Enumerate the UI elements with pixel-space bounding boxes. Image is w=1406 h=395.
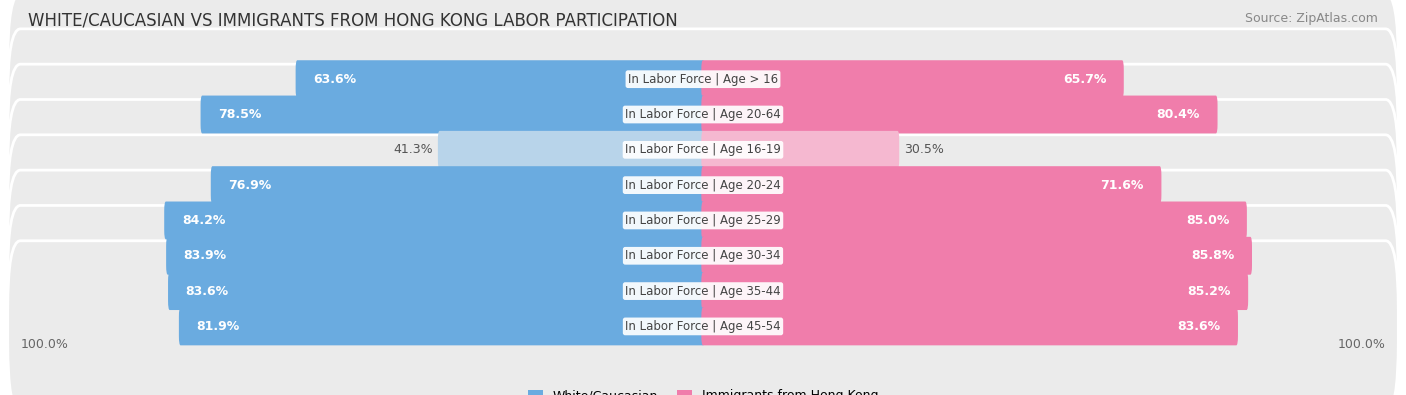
Text: 30.5%: 30.5% <box>904 143 943 156</box>
FancyBboxPatch shape <box>7 0 1399 165</box>
FancyBboxPatch shape <box>7 100 1399 271</box>
Text: In Labor Force | Age 16-19: In Labor Force | Age 16-19 <box>626 143 780 156</box>
FancyBboxPatch shape <box>165 201 704 239</box>
FancyBboxPatch shape <box>295 60 704 98</box>
Text: 63.6%: 63.6% <box>314 73 356 86</box>
Text: 83.9%: 83.9% <box>184 249 226 262</box>
Text: 76.9%: 76.9% <box>228 179 271 192</box>
Text: 78.5%: 78.5% <box>218 108 262 121</box>
Text: In Labor Force | Age 20-24: In Labor Force | Age 20-24 <box>626 179 780 192</box>
FancyBboxPatch shape <box>7 205 1399 377</box>
Text: 80.4%: 80.4% <box>1157 108 1199 121</box>
FancyBboxPatch shape <box>702 96 1218 134</box>
Text: 83.6%: 83.6% <box>1177 320 1220 333</box>
FancyBboxPatch shape <box>702 201 1247 239</box>
Text: 81.9%: 81.9% <box>197 320 240 333</box>
FancyBboxPatch shape <box>702 272 1249 310</box>
Text: In Labor Force | Age 30-34: In Labor Force | Age 30-34 <box>626 249 780 262</box>
FancyBboxPatch shape <box>702 166 1161 204</box>
Text: 85.2%: 85.2% <box>1187 284 1230 297</box>
FancyBboxPatch shape <box>7 170 1399 341</box>
Text: In Labor Force | Age 35-44: In Labor Force | Age 35-44 <box>626 284 780 297</box>
Text: 85.8%: 85.8% <box>1191 249 1234 262</box>
FancyBboxPatch shape <box>7 64 1399 235</box>
FancyBboxPatch shape <box>7 29 1399 200</box>
Text: In Labor Force | Age 25-29: In Labor Force | Age 25-29 <box>626 214 780 227</box>
Text: 41.3%: 41.3% <box>394 143 433 156</box>
FancyBboxPatch shape <box>702 307 1237 345</box>
Text: In Labor Force | Age > 16: In Labor Force | Age > 16 <box>628 73 778 86</box>
FancyBboxPatch shape <box>702 60 1123 98</box>
Text: In Labor Force | Age 20-64: In Labor Force | Age 20-64 <box>626 108 780 121</box>
Text: 71.6%: 71.6% <box>1101 179 1144 192</box>
Text: 100.0%: 100.0% <box>1337 338 1385 351</box>
FancyBboxPatch shape <box>166 237 704 275</box>
FancyBboxPatch shape <box>7 135 1399 306</box>
Text: 100.0%: 100.0% <box>21 338 69 351</box>
Text: In Labor Force | Age 45-54: In Labor Force | Age 45-54 <box>626 320 780 333</box>
Text: 83.6%: 83.6% <box>186 284 229 297</box>
FancyBboxPatch shape <box>7 241 1399 395</box>
FancyBboxPatch shape <box>702 131 900 169</box>
Text: 84.2%: 84.2% <box>181 214 225 227</box>
Text: WHITE/CAUCASIAN VS IMMIGRANTS FROM HONG KONG LABOR PARTICIPATION: WHITE/CAUCASIAN VS IMMIGRANTS FROM HONG … <box>28 12 678 30</box>
FancyBboxPatch shape <box>437 131 704 169</box>
FancyBboxPatch shape <box>211 166 704 204</box>
FancyBboxPatch shape <box>179 307 704 345</box>
Text: Source: ZipAtlas.com: Source: ZipAtlas.com <box>1244 12 1378 25</box>
FancyBboxPatch shape <box>201 96 704 134</box>
Text: 85.0%: 85.0% <box>1185 214 1229 227</box>
Text: 65.7%: 65.7% <box>1063 73 1107 86</box>
FancyBboxPatch shape <box>702 237 1251 275</box>
Legend: White/Caucasian, Immigrants from Hong Kong: White/Caucasian, Immigrants from Hong Ko… <box>523 384 883 395</box>
FancyBboxPatch shape <box>169 272 704 310</box>
